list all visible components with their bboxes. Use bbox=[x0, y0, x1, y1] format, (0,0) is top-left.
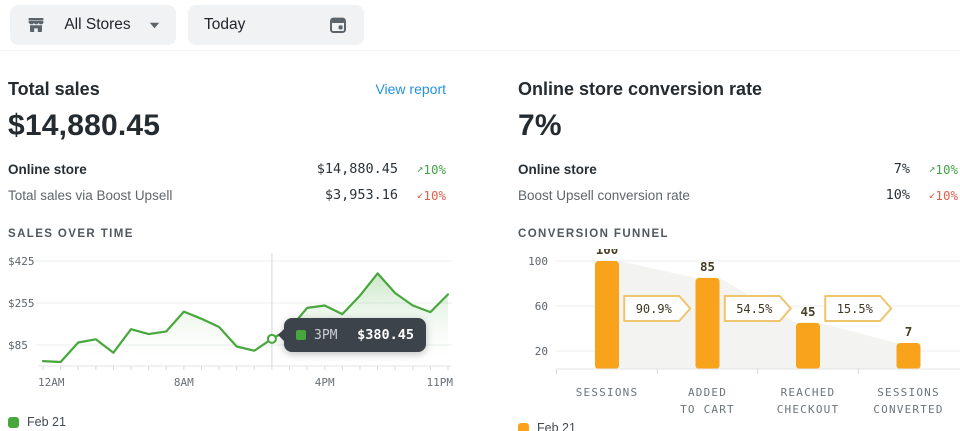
store-picker-button[interactable]: All Stores bbox=[10, 5, 176, 45]
metric-row-online-store: Online store $14,880.45 ↗10% bbox=[8, 156, 446, 182]
conversion-rate-title: Online store conversion rate bbox=[518, 78, 763, 99]
conversion-funnel-chart[interactable]: 100 60 20 100 85 45 7 90.9% 54.5% 15.5% SESSIONS AD… bbox=[518, 249, 960, 419]
arrow-down-icon: ↙ bbox=[416, 187, 424, 201]
metric-label: Total sales via Boost Upsell bbox=[8, 187, 173, 203]
metric-value: $14,880.45 bbox=[316, 161, 398, 177]
metric-value: 10% bbox=[885, 187, 910, 203]
svg-text:60: 60 bbox=[535, 300, 548, 313]
svg-text:85: 85 bbox=[700, 259, 715, 274]
metric-delta: ↙10% bbox=[416, 187, 446, 203]
svg-text:11PM: 11PM bbox=[427, 376, 454, 389]
total-sales-title: Total sales bbox=[8, 78, 100, 99]
arrow-down-icon: ↙ bbox=[928, 187, 936, 201]
metric-label: Online store bbox=[8, 161, 87, 177]
svg-text:CONVERTED: CONVERTED bbox=[873, 403, 943, 416]
metric-row-online-store: Online store 7% ↗10% bbox=[518, 156, 958, 182]
sales-over-time-heading: SALES OVER TIME bbox=[8, 228, 134, 240]
conversion-rate-value: 7% bbox=[518, 109, 562, 142]
arrow-up-icon: ↗ bbox=[928, 161, 936, 175]
svg-text:SESSIONS: SESSIONS bbox=[877, 386, 940, 399]
store-icon bbox=[26, 15, 46, 35]
conversion-rate-panel: Online store conversion rate 7% Online s… bbox=[518, 50, 960, 431]
sales-legend: Feb 21 bbox=[8, 415, 446, 429]
chevron-down-icon bbox=[149, 22, 160, 29]
tooltip-time: 3PM bbox=[314, 327, 338, 343]
svg-text:54.5%: 54.5% bbox=[736, 302, 773, 316]
arrow-up-icon: ↗ bbox=[416, 161, 424, 175]
svg-text:SESSIONS: SESSIONS bbox=[576, 386, 639, 399]
svg-text:90.9%: 90.9% bbox=[636, 302, 673, 316]
metric-delta: ↗10% bbox=[416, 161, 446, 177]
svg-text:4PM: 4PM bbox=[315, 376, 335, 389]
metric-value: 7% bbox=[893, 161, 910, 177]
metric-label: Boost Upsell conversion rate bbox=[518, 187, 690, 203]
funnel-legend-label: Feb 21 bbox=[537, 421, 576, 431]
svg-text:100: 100 bbox=[596, 249, 619, 257]
view-report-link[interactable]: View report bbox=[375, 81, 446, 97]
metric-delta: ↙10% bbox=[928, 187, 958, 203]
svg-text:8AM: 8AM bbox=[174, 376, 194, 389]
svg-text:ADDED: ADDED bbox=[688, 386, 727, 399]
sales-legend-label: Feb 21 bbox=[27, 415, 66, 429]
metric-row-boost-upsell: Total sales via Boost Upsell $3,953.16 ↙… bbox=[8, 182, 446, 208]
metric-value: $3,953.16 bbox=[324, 187, 398, 203]
svg-text:REACHED: REACHED bbox=[781, 386, 836, 399]
svg-text:100: 100 bbox=[528, 255, 548, 268]
metric-delta: ↗10% bbox=[928, 161, 958, 177]
svg-text:12AM: 12AM bbox=[38, 376, 65, 389]
conversion-funnel-chart-box: 100 60 20 100 85 45 7 90.9% 54.5% 15.5% SESSIONS AD… bbox=[518, 249, 960, 419]
conversion-funnel-heading: CONVERSION FUNNEL bbox=[518, 228, 669, 240]
date-picker-button[interactable]: Today bbox=[188, 5, 364, 45]
svg-text:TO CART: TO CART bbox=[680, 403, 735, 416]
svg-text:CHECKOUT: CHECKOUT bbox=[777, 403, 840, 416]
svg-text:$255: $255 bbox=[8, 297, 35, 310]
tooltip-series-swatch bbox=[296, 330, 306, 340]
metric-label: Online store bbox=[518, 161, 597, 177]
svg-text:45: 45 bbox=[800, 304, 815, 319]
topbar: All Stores Today bbox=[0, 0, 960, 50]
conversion-metric-rows: Online store 7% ↗10% Boost Upsell conver… bbox=[518, 156, 958, 208]
chart-tooltip: 3PM $380.45 bbox=[278, 318, 426, 352]
sales-legend-swatch bbox=[8, 416, 19, 428]
funnel-legend: Feb 21 bbox=[518, 421, 958, 431]
svg-text:20: 20 bbox=[535, 345, 548, 358]
tooltip-value: $380.45 bbox=[357, 327, 414, 343]
sales-line-chart-box: $425 $255 $85 12AM 8AM 4PM 11PM 3PM $380.45 bbox=[8, 249, 458, 399]
total-sales-value: $14,880.45 bbox=[8, 109, 161, 142]
sales-metric-rows: Online store $14,880.45 ↗10% Total sales… bbox=[8, 156, 446, 208]
date-picker-label: Today bbox=[204, 16, 246, 33]
store-picker-label: All Stores bbox=[64, 16, 131, 33]
metric-row-boost-upsell: Boost Upsell conversion rate 10% ↙10% bbox=[518, 182, 958, 208]
svg-text:15.5%: 15.5% bbox=[837, 302, 874, 316]
svg-text:$425: $425 bbox=[8, 255, 35, 268]
svg-text:7: 7 bbox=[905, 324, 913, 339]
total-sales-panel: Total sales View report $14,880.45 Onlin… bbox=[8, 50, 453, 431]
svg-text:$85: $85 bbox=[8, 339, 28, 352]
calendar-icon bbox=[328, 15, 348, 35]
dashboard-content: Total sales View report $14,880.45 Onlin… bbox=[0, 50, 960, 431]
funnel-legend-swatch bbox=[518, 422, 529, 431]
